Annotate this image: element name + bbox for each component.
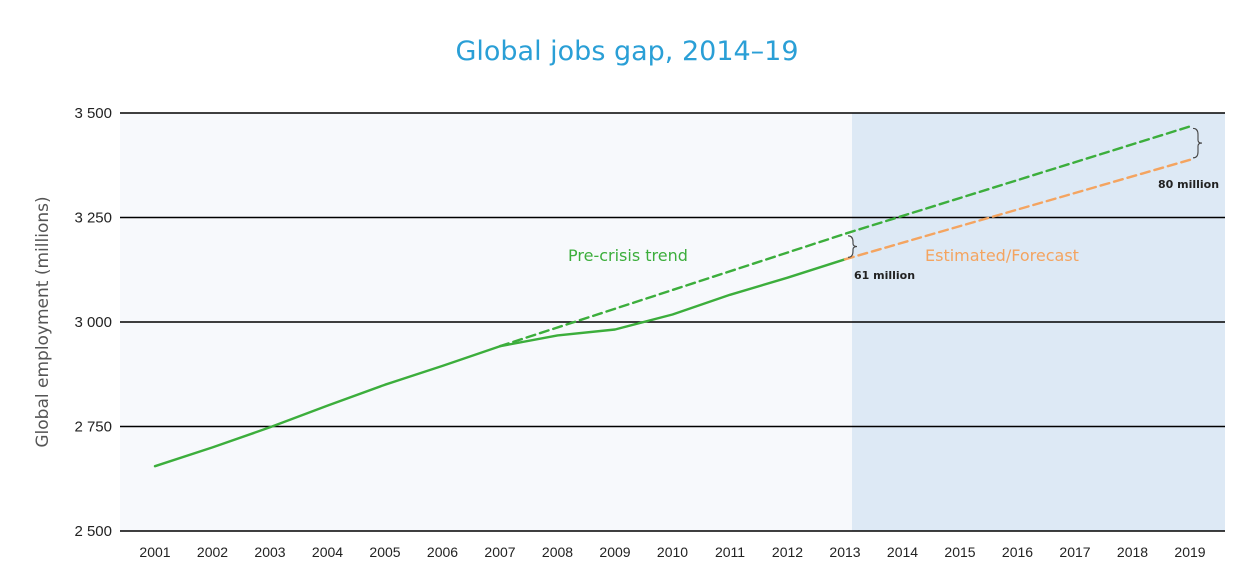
x-tick-labels: 2001 2002 2003 2004 2005 2006 2007 2008 2009 2010…: [139, 544, 1205, 560]
x-tick-label: 2019: [1174, 544, 1205, 560]
x-tick-label: 2017: [1059, 544, 1090, 560]
x-tick-label: 2004: [312, 544, 343, 560]
annotation-pre-crisis-trend: Pre-crisis trend: [568, 246, 688, 265]
y-tick-label: 2 750: [74, 419, 112, 436]
annotation-gap-2019: 80 million: [1158, 178, 1219, 191]
gap-bracket-2013: [847, 235, 858, 258]
x-tick-label: 2003: [254, 544, 285, 560]
x-tick-label: 2018: [1117, 544, 1148, 560]
x-tick-label: 2016: [1002, 544, 1033, 560]
x-tick-label: 2005: [369, 544, 400, 560]
y-tick-label: 3 000: [74, 314, 112, 331]
x-tick-label: 2006: [427, 544, 458, 560]
x-tick-label: 2009: [599, 544, 630, 560]
y-tick-label: 2 500: [74, 523, 112, 540]
x-tick-label: 2015: [944, 544, 975, 560]
series-lines: [153, 125, 1192, 468]
x-tick-label: 2013: [829, 544, 860, 560]
x-tick-label: 2014: [887, 544, 918, 560]
annotation-gap-2013: 61 million: [854, 269, 915, 282]
chart-title: Global jobs gap, 2014–19: [455, 36, 798, 67]
x-tick-label: 2001: [139, 544, 170, 560]
series-line-1: [498, 125, 1192, 348]
series-line-2: [843, 158, 1192, 261]
x-tick-label: 2011: [715, 544, 745, 560]
x-tick-label: 2008: [542, 544, 573, 560]
y-tick-label: 3 500: [74, 105, 112, 122]
annotation-estimated-forecast: Estimated/Forecast: [925, 246, 1079, 265]
gap-brackets: [847, 127, 1203, 258]
y-tick-labels: 2 500 2 750 3 000 3 250 3 500: [74, 105, 112, 540]
y-tick-label: 3 250: [74, 210, 112, 227]
x-tick-label: 2012: [772, 544, 803, 560]
x-tick-label: 2010: [657, 544, 688, 560]
y-axis-label: Global employment (millions): [33, 196, 53, 447]
x-tick-label: 2007: [484, 544, 515, 560]
gap-bracket-2019: [1192, 127, 1203, 159]
gridlines: [120, 112, 1225, 532]
x-tick-label: 2002: [197, 544, 228, 560]
